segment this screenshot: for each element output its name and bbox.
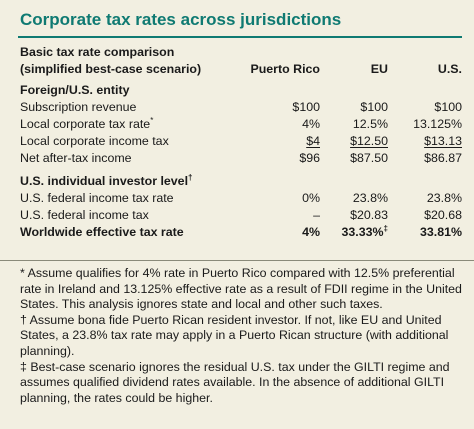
cell-us: 23.8% — [426, 191, 462, 205]
section-heading-row: U.S. individual investor level† — [20, 167, 462, 190]
section-heading-investor: U.S. individual investor level — [20, 174, 189, 188]
tax-comparison-table: Basic tax rate comparison (simplified be… — [20, 44, 462, 241]
table-header-row: Basic tax rate comparison (simplified be… — [20, 44, 462, 78]
cell-us: $20.68 — [424, 208, 462, 222]
cell-us: $100 — [434, 100, 462, 114]
table-row: Local corporate tax rate* 4% 12.5% 13.12… — [20, 116, 462, 133]
column-header-us: U.S. — [437, 62, 462, 76]
table-row: Local corporate income tax $4 $12.50 $13… — [20, 133, 462, 150]
title-divider — [18, 36, 462, 38]
footnotes: * Assume qualifies for 4% rate in Puerto… — [20, 266, 465, 406]
section-heading-row: Foreign/U.S. entity — [20, 78, 462, 99]
row-label: Net after-tax income — [20, 151, 132, 165]
column-header-puerto-rico: Puerto Rico — [250, 62, 320, 76]
column-header-eu: EU — [370, 62, 388, 76]
cell-eu: 12.5% — [352, 117, 388, 131]
row-label: U.S. federal income tax — [20, 208, 149, 222]
footnote-asterisk: * Assume qualifies for 4% rate in Puerto… — [20, 266, 462, 312]
cell-eu-cell: $12.50 — [320, 133, 388, 150]
cell-us: $13.13 — [424, 134, 462, 148]
cell-eu: 33.33% — [341, 225, 384, 239]
cell-us-cell: $13.13 — [388, 133, 462, 150]
panel-title: Corporate tax rates across jurisdictions — [20, 10, 342, 29]
section-heading-entity: Foreign/U.S. entity — [20, 83, 130, 97]
cell-puerto-rico: 4% — [302, 117, 320, 131]
row-label: Local corporate tax rate — [20, 117, 151, 131]
table-row: U.S. federal income tax – $20.83 $20.68 — [20, 207, 462, 224]
table-row: Net after-tax income $96 $87.50 $86.87 — [20, 150, 462, 167]
cell-eu: $12.50 — [350, 134, 388, 148]
row-label: Local corporate income tax — [20, 134, 169, 148]
cell-eu: $100 — [360, 100, 388, 114]
cell-us: $86.87 — [424, 151, 462, 165]
row-label: Worldwide effective tax rate — [20, 225, 184, 239]
section-heading-investor-cell: U.S. individual investor level† — [20, 167, 462, 190]
row-label: Subscription revenue — [20, 100, 137, 114]
cell-eu: $87.50 — [350, 151, 388, 165]
row-label-cell: Local corporate tax rate* — [20, 116, 245, 133]
cell-puerto-rico: $96 — [299, 151, 320, 165]
table-row: U.S. federal income tax rate 0% 23.8% 23… — [20, 190, 462, 207]
cell-puerto-rico-cell: $4 — [245, 133, 320, 150]
header-label-cell: Basic tax rate comparison (simplified be… — [20, 44, 245, 78]
cell-puerto-rico: 0% — [302, 191, 320, 205]
header-line-1: Basic tax rate comparison — [20, 45, 175, 59]
footnote-marker: * — [150, 116, 154, 125]
cell-us: 13.125% — [413, 117, 462, 131]
cell-puerto-rico: – — [313, 208, 320, 222]
header-line-2: (simplified best-case scenario) — [20, 62, 202, 76]
cell-eu-cell: 33.33%‡ — [320, 224, 388, 241]
cell-eu: $20.83 — [350, 208, 388, 222]
footnote-marker: ‡ — [383, 224, 388, 233]
footnote-marker: † — [188, 173, 193, 182]
cell-puerto-rico: $100 — [292, 100, 320, 114]
footnote-double-dagger: ‡ Best-case scenario ignores the residua… — [20, 359, 450, 405]
cell-eu: 23.8% — [352, 191, 388, 205]
cell-puerto-rico: 4% — [302, 225, 320, 239]
table-row: Subscription revenue $100 $100 $100 — [20, 99, 462, 116]
notes-divider — [0, 260, 474, 261]
table-row-total: Worldwide effective tax rate 4% 33.33%‡ … — [20, 224, 462, 241]
row-label: U.S. federal income tax rate — [20, 191, 174, 205]
cell-puerto-rico: $4 — [306, 134, 320, 148]
footnote-dagger: † Assume bona fide Puerto Rican resident… — [20, 312, 449, 358]
cell-us: 33.81% — [419, 225, 462, 239]
